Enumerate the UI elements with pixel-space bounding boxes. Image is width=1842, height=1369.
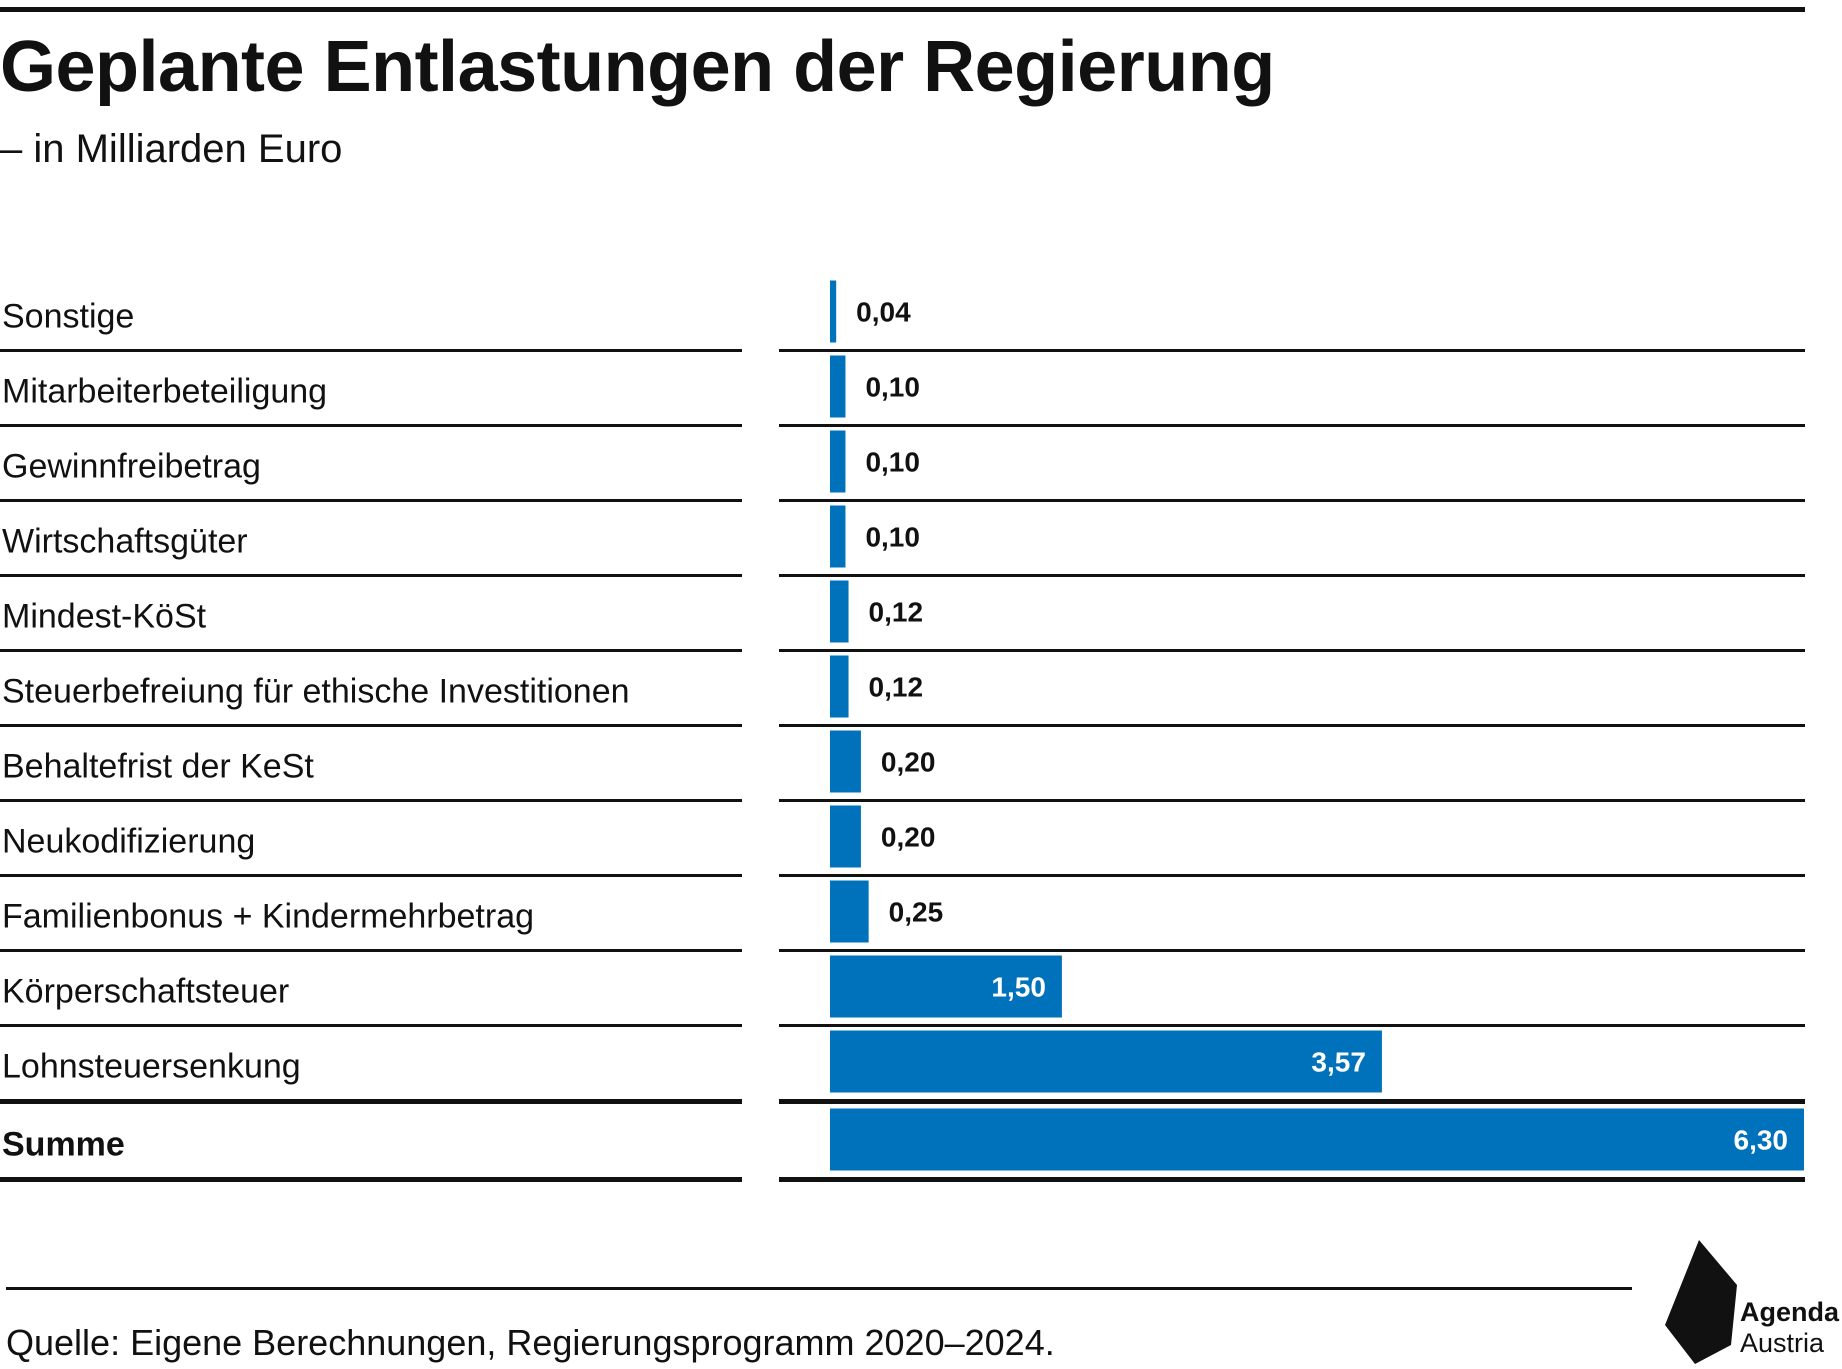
value-label: 3,57 [1311,1047,1366,1078]
row-divider [0,649,742,652]
top-rule [0,7,1805,12]
bar [830,505,846,568]
value-label: 0,25 [889,897,944,928]
row-divider [779,649,1805,652]
value-label: 0,10 [865,522,920,553]
value-label: 0,10 [865,447,920,478]
row-divider [0,499,742,502]
value-label: 0,12 [869,672,924,703]
category-label: Behaltefrist der KeSt [2,748,314,786]
row-divider [0,799,742,802]
value-label: 0,04 [856,297,911,328]
row-divider [0,1024,742,1027]
logo-text-austria: Austria [1740,1328,1825,1358]
value-label: 0,12 [869,597,924,628]
bar [830,730,861,793]
agenda-austria-logo: Agenda Austria [1665,1240,1842,1364]
row-divider [0,574,742,577]
bar [830,805,861,868]
category-label: Wirtschaftsgüter [2,523,248,561]
row-divider [779,349,1805,352]
category-label-total: Summe [2,1126,125,1164]
row-divider [779,1177,1805,1182]
bar [830,955,1062,1018]
row-divider [779,949,1805,952]
category-label: Mitarbeiterbeteiligung [2,373,327,411]
row-divider [779,1024,1805,1027]
bar [830,655,849,718]
row-divider [779,799,1805,802]
bar [830,1030,1382,1093]
logo-mark-icon [1665,1240,1737,1364]
category-label: Familienbonus + Kindermehrbetrag [2,898,534,936]
row-divider [0,424,742,427]
bar [830,280,837,343]
row-divider [0,874,742,877]
row-divider [779,574,1805,577]
row-divider [0,349,742,352]
bar-chart: Sonstige 0,04 Mitarbeiterbeteiligung 0,10 Ge… [0,280,1805,1182]
category-label: Gewinnfreibetrag [2,448,261,486]
category-label: Lohnsteuersenkung [2,1048,301,1086]
row-divider [779,499,1805,502]
row-divider [779,1099,1805,1104]
chart-subtitle: – in Milliarden Euro [0,127,343,171]
row-divider [0,724,742,727]
logo-text-agenda: Agenda [1740,1297,1840,1327]
category-label: Neukodifizierung [2,823,255,861]
bar [830,580,849,643]
footer-rule [6,1287,1632,1290]
bar [830,430,846,493]
row-divider [779,424,1805,427]
value-label: 0,20 [881,747,936,778]
category-label: Sonstige [2,298,134,336]
bar [830,880,869,943]
row-divider [779,874,1805,877]
bar [830,355,846,418]
category-label: Steuerbefreiung für ethische Investition… [2,673,630,711]
chart-title: Geplante Entlastungen der Regierung [0,27,1275,107]
category-label: Mindest-KöSt [2,598,207,636]
row-divider [0,1099,742,1104]
source-note: Quelle: Eigene Berechnungen, Regierungsp… [6,1322,1055,1363]
row-divider [0,1177,742,1182]
row-divider [779,724,1805,727]
value-label: 6,30 [1734,1125,1789,1156]
value-label: 0,10 [865,372,920,403]
bar-total [830,1108,1804,1171]
value-label: 0,20 [881,822,936,853]
value-label: 1,50 [991,972,1046,1003]
row-divider [0,949,742,952]
category-label: Körperschaftsteuer [2,973,289,1011]
